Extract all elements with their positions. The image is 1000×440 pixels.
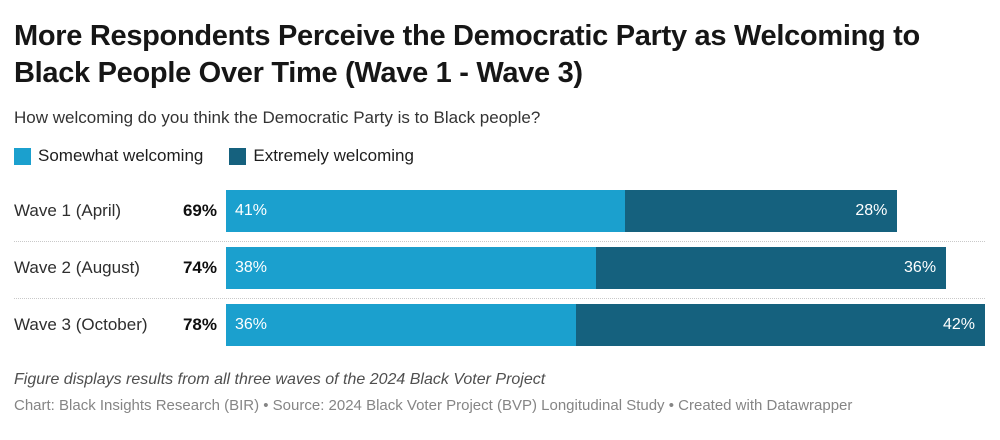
stacked-bar: 41% 28% — [226, 190, 985, 233]
bar-segment: 28% — [624, 190, 898, 233]
bar-segment: 42% — [576, 304, 985, 347]
legend-label: Extremely welcoming — [253, 146, 414, 166]
category-label: Wave 3 (October) — [14, 315, 148, 335]
page-title: More Respondents Perceive the Democratic… — [14, 20, 920, 89]
bar-segment: 41% — [226, 190, 625, 233]
chart-row: Wave 2 (August) 74% 38% 36% — [14, 247, 985, 290]
bar-segment: 38% — [226, 247, 596, 290]
bar-segment: 36% — [226, 304, 577, 347]
segment-value-label: 36% — [904, 259, 937, 277]
chart-row: Wave 3 (October) 78% 36% 42% — [14, 304, 985, 347]
row-separator — [14, 241, 985, 243]
legend-item: Extremely welcoming — [229, 146, 414, 166]
legend-swatch-icon — [229, 147, 247, 165]
segment-value-label: 41% — [235, 202, 268, 220]
stacked-bar-chart: Wave 1 (April) 69% 41% 28% Wave 2 (August) 74… — [14, 190, 985, 347]
total-value-label: 69% — [182, 201, 217, 221]
bar-segment: 36% — [595, 247, 947, 290]
chart-subtitle: How welcoming do you think the Democrati… — [14, 108, 541, 128]
stacked-bar: 36% 42% — [226, 304, 985, 347]
category-label: Wave 2 (August) — [14, 258, 140, 278]
category-label: Wave 1 (April) — [14, 201, 122, 221]
row-separator — [14, 298, 985, 300]
total-value-label: 74% — [182, 258, 217, 278]
total-value-label: 78% — [182, 315, 217, 335]
segment-value-label: 38% — [235, 259, 268, 277]
legend-label: Somewhat welcoming — [38, 146, 204, 166]
source-byline: Chart: Black Insights Research (BIR) • S… — [14, 397, 853, 415]
stacked-bar: 38% 36% — [226, 247, 985, 290]
legend: Somewhat welcoming Extremely welcoming — [14, 146, 985, 166]
footnote: Figure displays results from all three w… — [14, 371, 546, 389]
legend-swatch-icon — [14, 147, 31, 165]
segment-value-label: 42% — [942, 316, 975, 334]
chart-card: More Respondents Perceive the Democratic… — [14, 20, 985, 415]
legend-item: Somewhat welcoming — [14, 146, 203, 166]
segment-value-label: 28% — [855, 202, 888, 220]
chart-row: Wave 1 (April) 69% 41% 28% — [14, 190, 985, 233]
segment-value-label: 36% — [235, 316, 268, 334]
